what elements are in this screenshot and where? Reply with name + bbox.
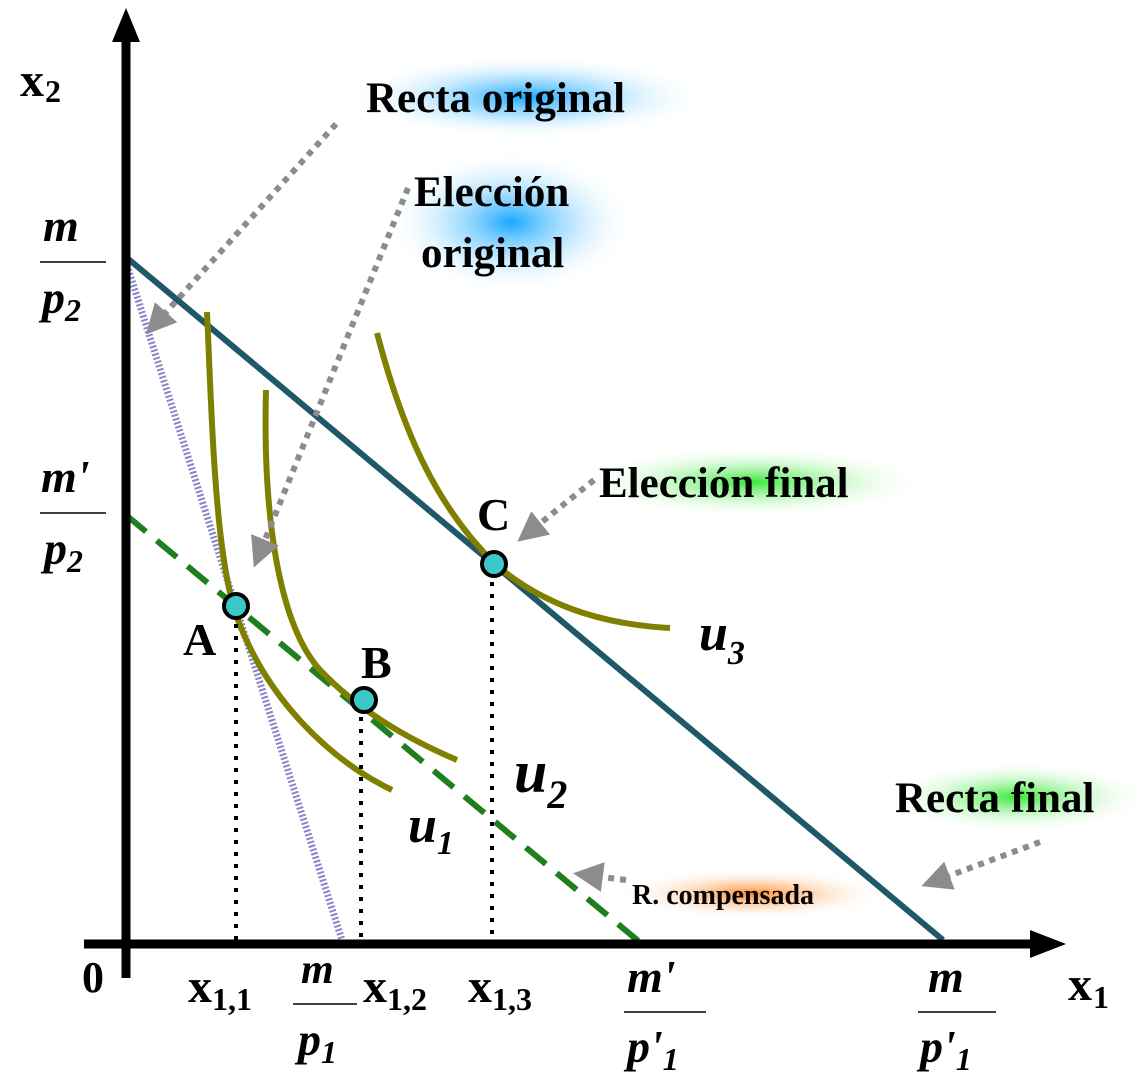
recta-original-arrow <box>145 121 339 335</box>
eleccion-final-glow <box>578 446 928 518</box>
indifference-curve-u2 <box>262 389 459 763</box>
original-budget-line <box>122 260 346 942</box>
point-b-label: B <box>361 637 392 688</box>
y-tick-m-over-p2: m p2 <box>38 200 106 328</box>
r-compensada-label: R. compensada <box>632 880 814 911</box>
point-c-label: C <box>477 489 510 540</box>
eleccion-original-glow <box>386 150 636 294</box>
point-a-label: A <box>183 614 216 665</box>
eleccion-final-label: Elección final <box>599 460 849 507</box>
final-budget-line <box>124 254 945 943</box>
x-axis-label: x1 <box>1068 958 1109 1015</box>
point-a-marker <box>222 592 250 620</box>
eleccion-original-label-line1: Elección <box>414 169 569 216</box>
r-compensada-glow <box>617 868 887 920</box>
point-b-marker <box>350 686 378 714</box>
x-axis-arrowhead <box>1030 930 1066 958</box>
x-tick-m-over-p1-numerator: m <box>301 947 334 993</box>
x-tick-m-over-pprime1-numerator: m <box>928 951 964 1002</box>
compensated-budget-line <box>124 512 644 947</box>
curve-label-u1: u1 <box>408 797 454 862</box>
x-tick-m-over-pprime1: m p'1 <box>916 951 996 1074</box>
recta-final-label: Recta final <box>895 775 1094 822</box>
y-tick-m-over-p2-numerator: m <box>43 200 79 251</box>
r-compensada-arrow <box>573 862 627 892</box>
eleccion-final-arrow <box>517 477 596 542</box>
curve-label-u2: u2 <box>514 739 567 817</box>
x-tick-mprime-over-pprime1-denominator: p'1 <box>623 1021 679 1074</box>
eleccion-original-label-line2: original <box>421 230 564 277</box>
x-tick-x13: x1,3 <box>468 960 532 1017</box>
y-tick-mprime-over-p2-numerator: m' <box>41 451 90 502</box>
x-tick-m-over-p1-denominator: p1 <box>294 1014 337 1070</box>
eleccion-original-arrow <box>251 186 411 568</box>
x-tick-m-over-pprime1-denominator: p'1 <box>916 1021 972 1074</box>
x-tick-mprime-over-pprime1: m' p'1 <box>623 951 706 1074</box>
y-tick-m-over-p2-denominator: p2 <box>38 272 81 328</box>
recta-final-glow <box>882 761 1146 833</box>
y-tick-mprime-over-p2: m' p2 <box>40 451 106 579</box>
y-axis-label: x2 <box>20 54 61 109</box>
recta-final-arrow <box>921 839 1042 890</box>
point-c-marker <box>480 550 508 578</box>
indifference-curve-u1 <box>204 311 394 793</box>
origin-label: 0 <box>82 953 104 1002</box>
x-tick-mprime-over-pprime1-numerator: m' <box>627 951 676 1002</box>
curve-label-u3: u3 <box>699 605 745 672</box>
y-axis-arrowhead <box>112 8 140 42</box>
x-tick-m-over-p1: m p1 <box>293 947 357 1070</box>
x-tick-x11: x1,1 <box>188 960 252 1017</box>
x-tick-x12: x1,2 <box>363 960 427 1017</box>
recta-original-label: Recta original <box>366 75 625 122</box>
y-tick-mprime-over-p2-denominator: p2 <box>40 523 83 579</box>
recta-original-glow <box>347 55 707 139</box>
